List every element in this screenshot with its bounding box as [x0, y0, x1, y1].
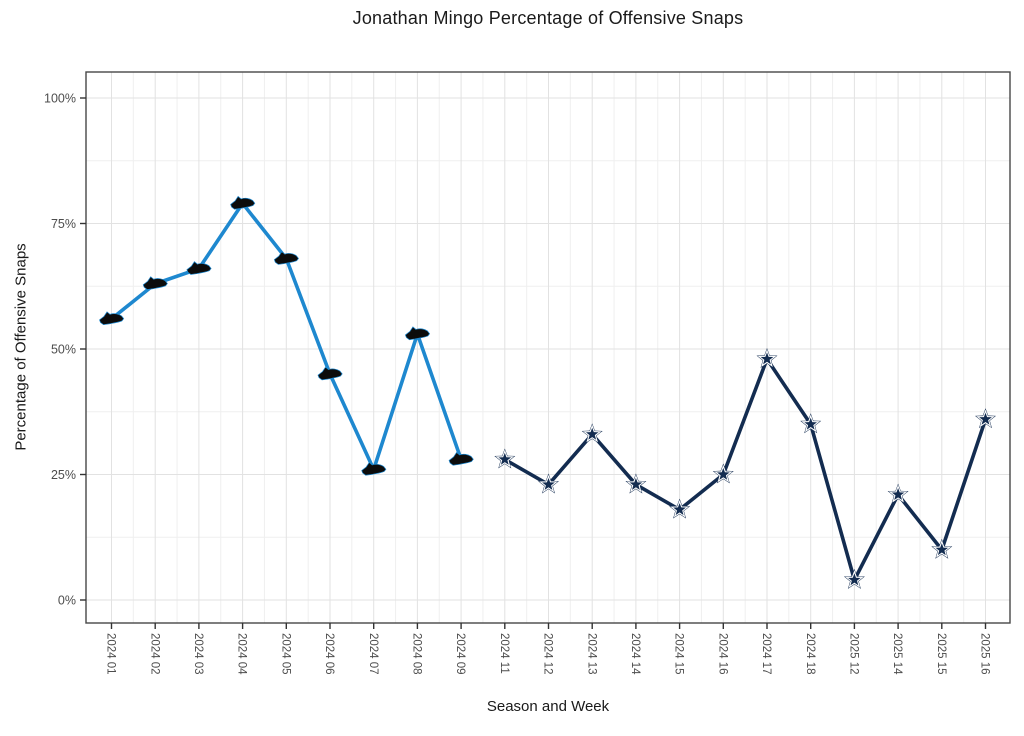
- star-logo-marker-inline: [976, 409, 995, 428]
- x-tick-label: 2024 06: [323, 633, 335, 675]
- x-tick-label: 2024 03: [192, 633, 204, 675]
- y-tick-label: 75%: [51, 217, 76, 231]
- star-logo-marker-inline: [539, 474, 558, 493]
- x-tick-label: 2024 02: [148, 633, 160, 675]
- panther-logo-marker: [404, 326, 431, 341]
- x-tick-label: 2024 11: [498, 633, 510, 674]
- star-logo-marker-inline: [495, 449, 515, 468]
- panther-logo-marker: [99, 311, 125, 326]
- panther-logo-marker: [273, 251, 299, 265]
- x-tick-label: 2025 12: [847, 633, 859, 675]
- x-tick-label: 2024 13: [585, 633, 597, 675]
- panther-logo-marker: [448, 451, 474, 466]
- panther-logo-marker: [186, 261, 212, 275]
- panther-logo-marker: [230, 195, 256, 210]
- x-tick-label: 2024 08: [410, 633, 422, 675]
- star-logo-marker-inline: [845, 570, 864, 588]
- panther-logo-marker: [361, 461, 387, 476]
- x-tick-label: 2024 18: [804, 633, 816, 675]
- panther-logo-marker: [317, 366, 343, 381]
- x-tick-label: 2024 05: [279, 633, 291, 675]
- y-tick-label: 25%: [51, 468, 76, 482]
- x-tick-label: 2025 14: [891, 633, 903, 675]
- x-tick-label: 2024 16: [716, 633, 728, 675]
- panther-logo-marker: [142, 276, 168, 290]
- y-tick-label: 50%: [51, 342, 76, 356]
- x-tick-label: 2024 09: [454, 633, 466, 675]
- star-logo-marker-inline: [670, 499, 689, 518]
- x-tick-label: 2024 15: [673, 633, 685, 675]
- chart-title: Jonathan Mingo Percentage of Offensive S…: [352, 8, 744, 28]
- star-logo-marker-inline: [626, 474, 646, 493]
- x-axis-title: Season and Week: [486, 698, 610, 715]
- series-line-cowboys-era: [502, 357, 988, 582]
- star-logo-marker-inline: [932, 540, 952, 558]
- x-tick-label: 2025 15: [935, 633, 947, 675]
- star-logo-marker-inline: [757, 349, 777, 367]
- x-tick-label: 2024 04: [236, 633, 248, 675]
- y-tick-label: 100%: [44, 91, 76, 105]
- star-logo-marker-inline: [801, 414, 821, 433]
- x-tick-label: 2024 01: [105, 633, 117, 675]
- star-logo-marker-inline: [582, 424, 602, 443]
- x-tick-label: 2024 14: [629, 633, 641, 675]
- x-tick-label: 2024 07: [367, 633, 379, 675]
- y-axis-title: Percentage of Offensive Snaps: [12, 243, 30, 451]
- star-logo-marker-inline: [888, 484, 908, 503]
- x-tick-label: 2025 16: [979, 633, 991, 675]
- x-tick-label: 2024 12: [542, 633, 554, 675]
- x-tick-label: 2024 17: [760, 633, 772, 675]
- star-logo-marker-inline: [713, 464, 733, 483]
- y-tick-label: 0%: [58, 593, 76, 607]
